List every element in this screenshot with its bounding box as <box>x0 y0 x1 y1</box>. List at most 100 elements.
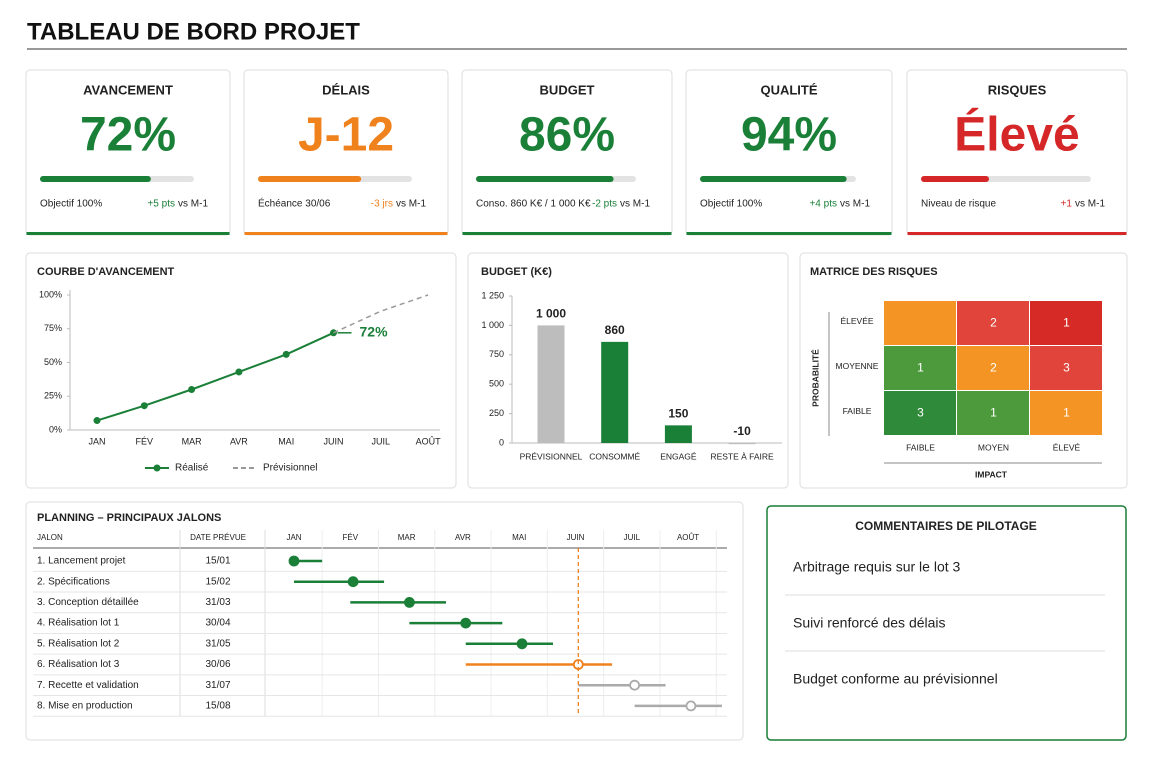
x-tick-label: PRÉVISIONNEL <box>520 451 583 461</box>
y-tick-label: 500 <box>489 379 504 389</box>
comments-panel <box>766 505 1127 741</box>
bar <box>728 443 756 445</box>
x-tick-label: MAI <box>278 436 294 446</box>
cell-value: 3 <box>917 406 924 420</box>
milestone-dot <box>516 638 528 650</box>
x-tick-label: CONSOMMÉ <box>589 451 640 461</box>
cell-value: 3 <box>1063 361 1070 375</box>
comment-item: Arbitrage requis sur le lot 3 <box>793 559 961 575</box>
kpi-note: Échéance 30/06 <box>258 197 331 210</box>
legend-label: Prévisionnel <box>263 463 317 474</box>
col-header: DATE PRÉVUE <box>190 533 246 542</box>
kpi-accent <box>907 232 1127 235</box>
series-point <box>93 417 101 425</box>
y-tick-label: 50% <box>44 357 62 367</box>
month-label: MAI <box>512 533 526 542</box>
kpi-accent <box>686 232 892 235</box>
column-label: FAIBLE <box>906 442 935 452</box>
bar-value-label: 150 <box>668 407 688 421</box>
milestone-dot <box>288 555 300 567</box>
x-tick-label: JUIL <box>372 436 391 446</box>
matrix-cell <box>1030 391 1102 435</box>
cell-value: 1 <box>1063 316 1070 330</box>
progress-fill <box>40 176 151 182</box>
y-tick-label: 75% <box>44 323 62 333</box>
kpi-title: RISQUES <box>988 82 1047 97</box>
x-tick-label: JUIN <box>324 436 344 446</box>
progress-fill <box>700 176 847 182</box>
x-tick-label: AVR <box>230 436 248 446</box>
milestone-date: 31/03 <box>205 597 230 608</box>
kpi-delta-ref: vs M-1 <box>178 199 208 210</box>
kpi-note: Conso. 860 K€ / 1 000 K€ <box>476 199 591 210</box>
planning-panel <box>25 501 744 741</box>
comment-item: Suivi renforcé des délais <box>793 615 946 631</box>
cell-value: 1 <box>990 406 997 420</box>
comment-item: Budget conforme au prévisionnel <box>793 671 998 687</box>
bar <box>537 325 565 443</box>
bar-value-label: 860 <box>605 323 625 337</box>
milestone-name: 4. Réalisation lot 1 <box>37 618 120 629</box>
bar-value-label: 1 000 <box>536 307 566 321</box>
y-tick-label: 1 000 <box>481 320 504 330</box>
kpi-title: QUALITÉ <box>760 82 817 97</box>
legend-dot <box>153 464 161 472</box>
kpi-note: Objectif 100% <box>40 199 102 210</box>
kpi-accent <box>244 232 448 235</box>
kpi-note: Objectif 100% <box>700 199 762 210</box>
milestone-name: 5. Réalisation lot 2 <box>37 638 120 649</box>
kpi-note: Niveau de risque <box>921 199 996 210</box>
month-label: AOÛT <box>677 533 699 542</box>
kpi-value: 72% <box>80 109 176 162</box>
series-point <box>235 368 243 376</box>
series-point <box>188 386 196 393</box>
x-tick-label: FÉV <box>136 436 154 446</box>
bar-value-label: -10 <box>733 424 751 438</box>
milestone-date: 15/08 <box>205 701 230 712</box>
milestone-dot <box>629 679 641 691</box>
matrix-title: MATRICE DES RISQUES <box>810 266 938 278</box>
month-label: JAN <box>286 533 301 542</box>
kpi-value: J-12 <box>298 109 394 162</box>
milestone-name: 6. Réalisation lot 3 <box>37 659 120 670</box>
milestone-dot <box>685 700 697 712</box>
y-tick-label: 100% <box>39 289 62 299</box>
kpi-title: DÉLAIS <box>322 82 370 97</box>
milestone-name: 2. Spécifications <box>37 576 110 587</box>
col-header: JALON <box>37 533 63 542</box>
x-tick-label: RESTE À FAIRE <box>710 451 774 461</box>
milestone-date: 15/02 <box>205 576 230 587</box>
kpi-delta-ref: vs M-1 <box>620 199 650 210</box>
matrix-cell <box>884 346 956 390</box>
kpi-accent <box>462 232 672 235</box>
y-tick-label: 0 <box>499 437 504 447</box>
row-label: FAIBLE <box>843 406 872 416</box>
progress-fill <box>258 176 362 182</box>
kpi-delta: -3 jrs <box>371 199 393 210</box>
milestone-name: 8. Mise en production <box>37 701 133 712</box>
kpi-accent <box>26 232 230 235</box>
cell-value: 2 <box>990 316 997 330</box>
column-label: ÉLEVÉ <box>1053 442 1081 452</box>
kpi-value: 94% <box>741 109 837 162</box>
matrix-cell <box>957 391 1029 435</box>
milestone-date: 31/05 <box>205 638 230 649</box>
kpi-title: AVANCEMENT <box>83 82 173 97</box>
matrix-cell <box>1030 346 1102 390</box>
x-tick-label: ENGAGÉ <box>660 451 697 461</box>
x-axis-label: IMPACT <box>975 469 1008 479</box>
column-label: MOYEN <box>978 442 1009 452</box>
kpi-delta: +1 <box>1061 199 1073 210</box>
series-line <box>96 331 334 422</box>
milestone-date: 30/04 <box>205 618 230 629</box>
matrix-cell <box>884 391 956 435</box>
progress-fill <box>476 176 614 182</box>
matrix-cell <box>884 301 956 345</box>
kpi-value: 86% <box>519 109 615 162</box>
milestone-dot <box>404 597 415 608</box>
month-label: MAR <box>398 533 416 542</box>
matrix-cell <box>957 301 1029 345</box>
kpi-value: Élevé <box>954 108 1079 162</box>
milestone-date: 31/07 <box>205 680 230 691</box>
